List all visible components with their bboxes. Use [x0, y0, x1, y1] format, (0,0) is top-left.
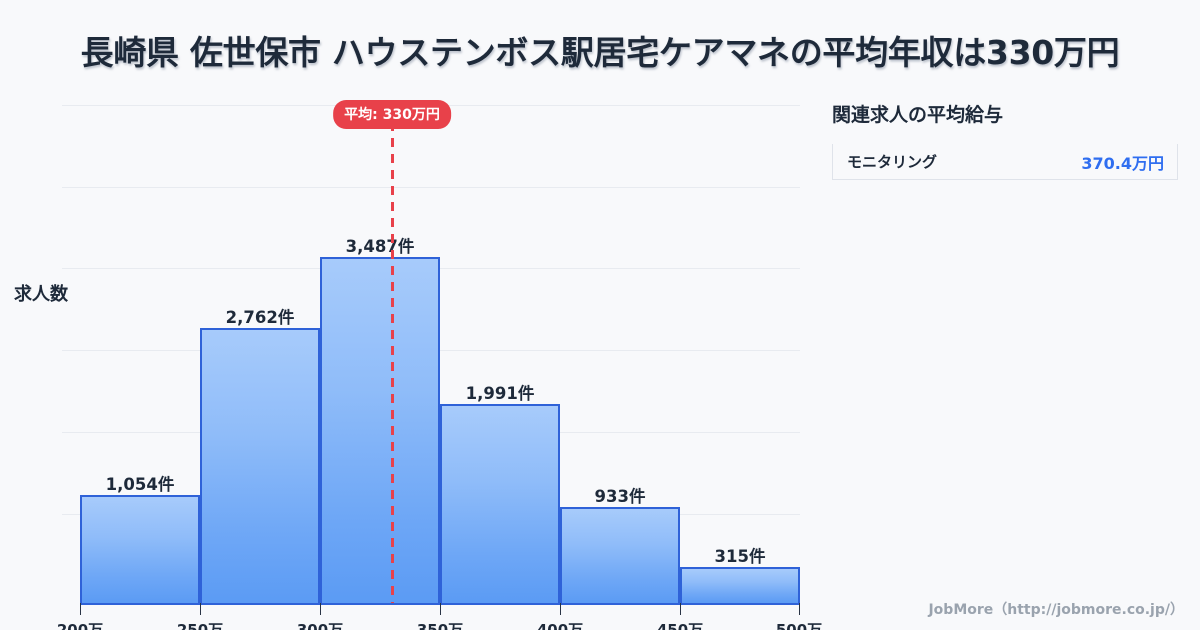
salary-row-value: 370.4万円 [1081, 153, 1164, 173]
x-axis-tick-label: 200万 [56, 621, 104, 630]
bar[interactable] [200, 328, 320, 603]
histogram-chart: 求人数 1,054件 2,762件 3,487件 1,991件 933件 315… [0, 95, 822, 630]
x-axis-tick [799, 603, 800, 615]
x-axis-tick [560, 603, 561, 615]
x-axis-tick-label: 250万 [176, 621, 224, 630]
x-axis-tick [680, 603, 681, 615]
bar-value-label: 1,054件 [105, 475, 175, 494]
bar[interactable] [80, 495, 200, 603]
related-salary-heading: 関連求人の平均給与 [832, 104, 1004, 126]
x-axis-tick [320, 603, 321, 615]
x-axis-tick-label: 450万 [656, 621, 704, 630]
salary-row[interactable]: モニタリング 370.4万円 [832, 144, 1178, 180]
bar-value-label: 2,762件 [225, 308, 295, 327]
x-axis-tick-label: 350万 [416, 621, 464, 630]
bar-value-label: 1,991件 [465, 384, 535, 403]
x-axis-tick [80, 603, 81, 615]
average-badge: 平均: 330万円 [333, 100, 451, 129]
x-axis-tick-label: 300万 [296, 621, 344, 630]
bar-value-label: 3,487件 [345, 237, 415, 256]
bar[interactable] [440, 404, 560, 603]
x-axis-tick-label: 500万 [775, 621, 823, 630]
salary-row-name: モニタリング [847, 153, 938, 171]
x-axis-tick [200, 603, 201, 615]
related-salary-panel: 関連求人の平均給与 モニタリング 370.4万円 [832, 100, 1178, 180]
gridline [62, 187, 800, 188]
bar[interactable] [680, 567, 800, 603]
footer-attribution: JobMore（http://jobmore.co.jp/） [928, 602, 1184, 618]
bar-value-label: 315件 [714, 547, 766, 566]
page-title: 長崎県 佐世保市 ハウステンボス駅居宅ケアマネの平均年収は330万円 [80, 33, 1120, 72]
plot-area: 1,054件 2,762件 3,487件 1,991件 933件 315件 平均… [57, 100, 822, 630]
x-axis-tick [440, 603, 441, 615]
y-axis-title: 求人数 [14, 284, 68, 305]
bar-value-label: 933件 [594, 487, 646, 506]
x-axis-tick-label: 400万 [536, 621, 584, 630]
bar[interactable] [560, 507, 680, 603]
average-line [391, 122, 394, 603]
bar[interactable] [320, 257, 440, 603]
